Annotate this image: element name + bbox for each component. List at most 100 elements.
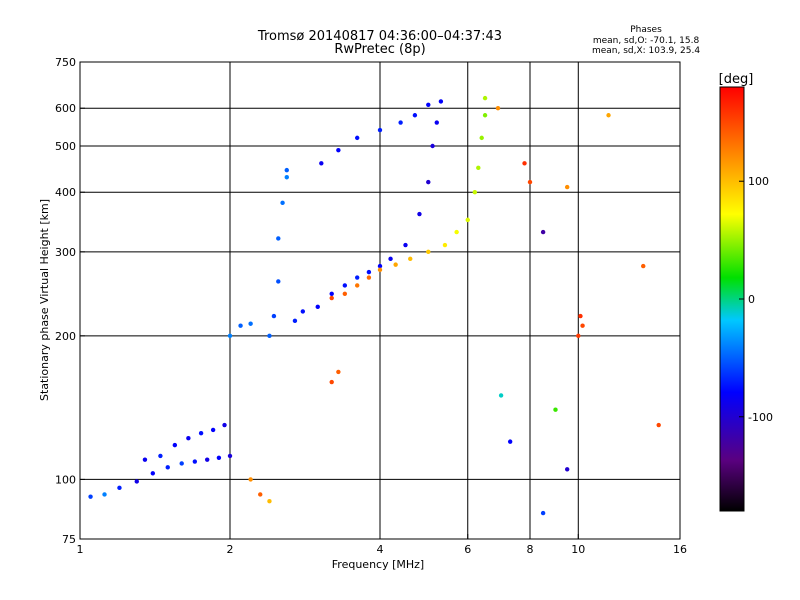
data-point <box>276 236 281 241</box>
data-point <box>238 323 243 328</box>
data-point <box>267 333 272 339</box>
data-point <box>442 242 448 248</box>
data-point <box>227 333 233 339</box>
data-point <box>472 190 478 195</box>
data-point <box>377 127 383 133</box>
colorbar-tick-label: 100 <box>748 175 769 188</box>
data-point <box>408 256 413 262</box>
grid-layer <box>80 62 680 539</box>
data-point <box>258 492 263 497</box>
stats-x-line: mean, sd,X: 103.9, 25.4 <box>592 46 700 56</box>
data-point <box>165 465 170 470</box>
data-point <box>354 283 360 288</box>
y-tick-label: 400 <box>55 186 76 199</box>
data-point <box>271 313 277 319</box>
data-point <box>438 99 444 104</box>
data-point <box>319 161 324 166</box>
y-tick-label: 600 <box>55 102 76 115</box>
data-point <box>553 407 558 412</box>
data-point <box>342 283 348 288</box>
colorbar-label: [deg] <box>719 72 754 87</box>
colorbar-tick-label: 0 <box>748 293 755 306</box>
data-point <box>186 436 191 441</box>
data-point <box>300 309 306 314</box>
data-point <box>426 102 431 108</box>
x-tick-label: 8 <box>527 543 534 556</box>
data-point <box>366 269 372 275</box>
data-point <box>641 263 646 269</box>
data-point <box>216 455 222 460</box>
data-point <box>606 113 611 118</box>
data-point <box>417 211 422 217</box>
stats-o-line: mean, sd,O: -70.1, 15.8 <box>593 36 700 46</box>
data-point <box>329 295 334 301</box>
data-point <box>465 217 470 223</box>
chart-subtitle: RwPretec (8p) <box>334 42 425 57</box>
data-point <box>366 275 372 280</box>
data-point <box>412 113 418 118</box>
data-point <box>580 323 585 328</box>
data-point <box>527 179 533 185</box>
data-point <box>388 256 393 262</box>
data-point <box>479 135 484 141</box>
y-axis-ticks: 75 100 200 300 400 500 600 750 <box>55 56 85 546</box>
data-point <box>172 442 178 448</box>
data-point <box>222 422 227 428</box>
data-point <box>354 275 360 280</box>
data-point <box>102 492 107 497</box>
data-point <box>336 147 341 153</box>
data-point <box>434 120 439 125</box>
x-tick-label: 16 <box>673 543 687 556</box>
data-point <box>179 461 184 466</box>
data-point <box>522 161 527 166</box>
data-point <box>142 457 148 462</box>
y-tick-label: 100 <box>55 473 76 486</box>
data-point <box>377 267 383 273</box>
data-point <box>284 175 289 180</box>
data-points <box>88 95 661 516</box>
data-point <box>292 318 298 324</box>
stats-heading: Phases <box>630 25 662 35</box>
data-point <box>227 453 233 459</box>
x-tick-label: 1 <box>77 543 84 556</box>
x-tick-label: 10 <box>571 543 585 556</box>
data-point <box>204 457 210 462</box>
y-tick-label: 200 <box>55 330 76 343</box>
data-point <box>476 165 481 171</box>
x-tick-label: 2 <box>227 543 234 556</box>
data-point <box>403 242 408 248</box>
data-point <box>507 439 513 444</box>
y-tick-label: 75 <box>62 533 76 546</box>
data-point <box>198 430 204 436</box>
data-point <box>336 369 341 375</box>
data-point <box>495 106 501 111</box>
data-point <box>426 249 431 255</box>
data-point <box>377 263 383 269</box>
data-point <box>498 393 504 398</box>
data-point <box>88 494 93 499</box>
colorbar-ticks: 100 0 -100 <box>739 175 773 424</box>
data-point <box>276 279 281 284</box>
data-point <box>540 229 546 235</box>
data-point <box>280 200 285 206</box>
data-point <box>134 479 139 484</box>
data-point <box>248 321 253 326</box>
data-point <box>284 167 289 173</box>
chart-title: Tromsø 20140817 04:36:00–04:37:43 <box>257 29 502 44</box>
data-point <box>329 379 334 385</box>
x-axis-ticks: 1 2 4 6 8 10 16 <box>77 534 687 556</box>
data-point <box>393 262 398 267</box>
data-point <box>192 459 198 464</box>
y-tick-label: 750 <box>55 56 76 69</box>
data-point <box>564 184 570 190</box>
data-point <box>329 291 334 296</box>
data-point <box>354 135 360 141</box>
data-point <box>398 120 403 125</box>
data-point <box>150 471 156 476</box>
data-point <box>540 510 546 516</box>
data-point <box>342 291 348 296</box>
data-point <box>454 229 459 235</box>
data-point <box>576 333 581 339</box>
x-axis-label: Frequency [MHz] <box>332 558 424 571</box>
